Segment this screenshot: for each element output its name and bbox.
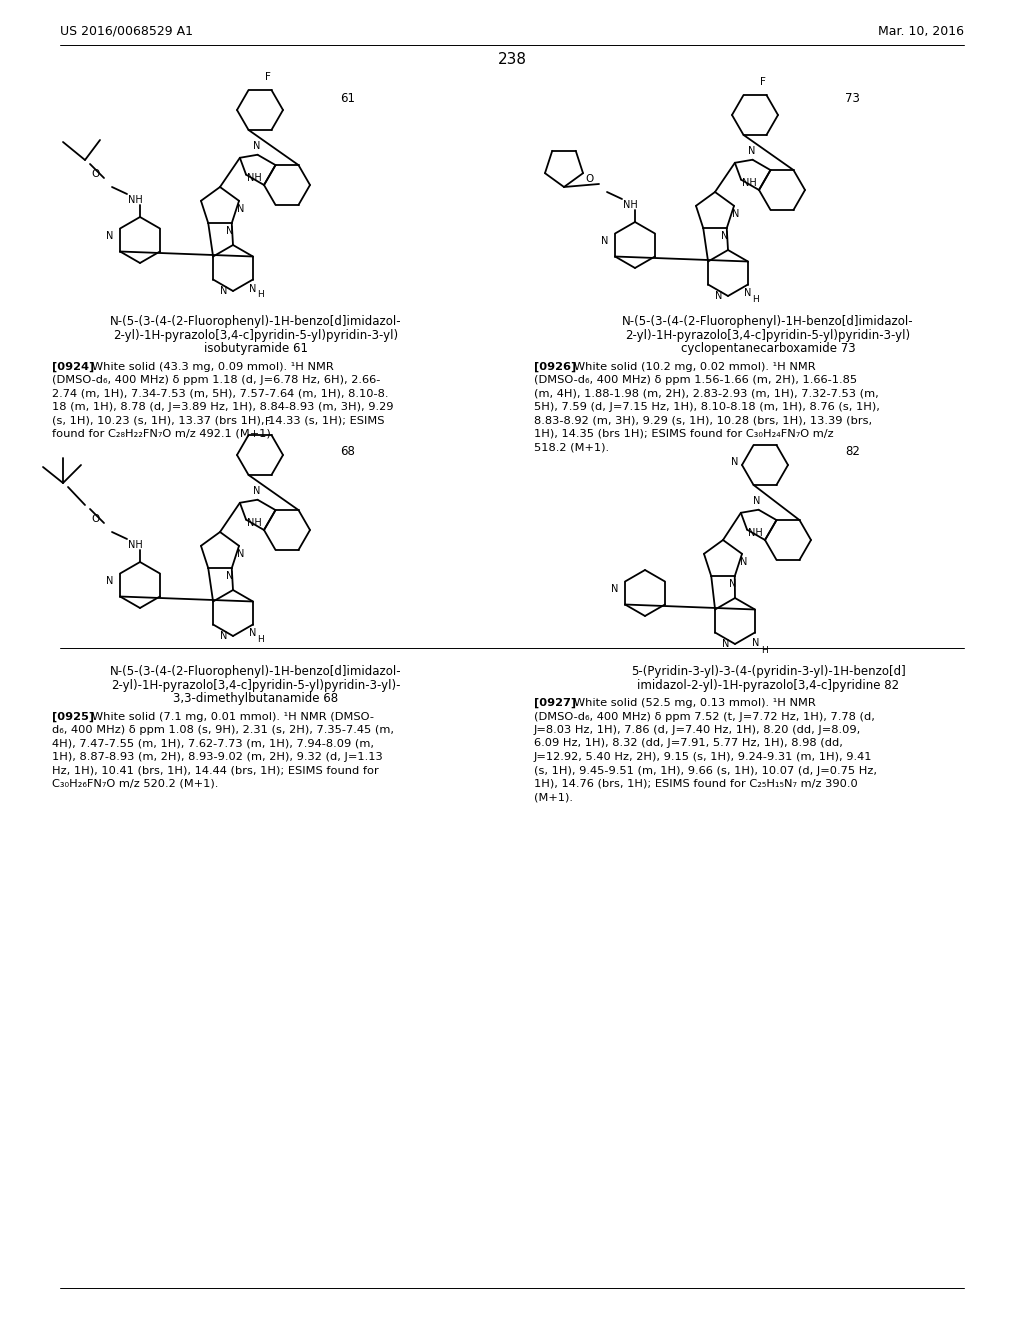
Text: O: O: [586, 174, 594, 183]
Text: N: N: [249, 284, 257, 293]
Text: N: N: [226, 572, 233, 581]
Text: d₆, 400 MHz) δ ppm 1.08 (s, 9H), 2.31 (s, 2H), 7.35-7.45 (m,: d₆, 400 MHz) δ ppm 1.08 (s, 9H), 2.31 (s…: [52, 725, 394, 735]
Text: 518.2 (M+1).: 518.2 (M+1).: [534, 442, 609, 453]
Text: (DMSO-d₆, 400 MHz) δ ppm 1.18 (d, J=6.78 Hz, 6H), 2.66-: (DMSO-d₆, 400 MHz) δ ppm 1.18 (d, J=6.78…: [52, 375, 380, 385]
Text: N: N: [226, 226, 233, 236]
Text: [0926]: [0926]: [534, 362, 577, 372]
Text: 2.74 (m, 1H), 7.34-7.53 (m, 5H), 7.57-7.64 (m, 1H), 8.10-8.: 2.74 (m, 1H), 7.34-7.53 (m, 5H), 7.57-7.…: [52, 388, 388, 399]
Text: imidazol-2-yl)-1H-pyrazolo[3,4-c]pyridine 82: imidazol-2-yl)-1H-pyrazolo[3,4-c]pyridin…: [637, 678, 899, 692]
Text: [0925]: [0925]: [52, 711, 94, 722]
Text: 18 (m, 1H), 8.78 (d, J=3.89 Hz, 1H), 8.84-8.93 (m, 3H), 9.29: 18 (m, 1H), 8.78 (d, J=3.89 Hz, 1H), 8.8…: [52, 403, 393, 412]
Text: N: N: [748, 145, 756, 156]
Text: White solid (43.3 mg, 0.09 mmol). ¹H NMR: White solid (43.3 mg, 0.09 mmol). ¹H NMR: [81, 362, 334, 371]
Text: (DMSO-d₆, 400 MHz) δ ppm 1.56-1.66 (m, 2H), 1.66-1.85: (DMSO-d₆, 400 MHz) δ ppm 1.56-1.66 (m, 2…: [534, 375, 857, 385]
Text: 4H), 7.47-7.55 (m, 1H), 7.62-7.73 (m, 1H), 7.94-8.09 (m,: 4H), 7.47-7.55 (m, 1H), 7.62-7.73 (m, 1H…: [52, 738, 374, 748]
Text: N: N: [220, 631, 227, 642]
Text: N: N: [220, 286, 227, 296]
Text: 1H), 8.87-8.93 (m, 2H), 8.93-9.02 (m, 2H), 9.32 (d, J=1.13: 1H), 8.87-8.93 (m, 2H), 8.93-9.02 (m, 2H…: [52, 752, 383, 762]
Text: NH: NH: [128, 540, 142, 550]
Text: H: H: [258, 290, 264, 300]
Text: White solid (7.1 mg, 0.01 mmol). ¹H NMR (DMSO-: White solid (7.1 mg, 0.01 mmol). ¹H NMR …: [81, 711, 374, 722]
Text: N: N: [716, 290, 723, 301]
Text: N: N: [106, 576, 114, 586]
Text: cyclopentanecarboxamide 73: cyclopentanecarboxamide 73: [681, 342, 855, 355]
Text: 6.09 Hz, 1H), 8.32 (dd, J=7.91, 5.77 Hz, 1H), 8.98 (dd,: 6.09 Hz, 1H), 8.32 (dd, J=7.91, 5.77 Hz,…: [534, 738, 843, 748]
Text: [0927]: [0927]: [534, 698, 577, 709]
Text: 238: 238: [498, 51, 526, 67]
Text: US 2016/0068529 A1: US 2016/0068529 A1: [60, 25, 193, 38]
Text: N: N: [740, 557, 748, 566]
Text: N: N: [249, 628, 257, 639]
Text: N: N: [729, 579, 736, 589]
Text: 82: 82: [845, 445, 860, 458]
Text: 8.83-8.92 (m, 3H), 9.29 (s, 1H), 10.28 (brs, 1H), 13.39 (brs,: 8.83-8.92 (m, 3H), 9.29 (s, 1H), 10.28 (…: [534, 416, 872, 425]
Text: 68: 68: [340, 445, 355, 458]
Text: Mar. 10, 2016: Mar. 10, 2016: [878, 25, 964, 38]
Text: N: N: [731, 457, 738, 467]
Text: 73: 73: [845, 92, 860, 106]
Text: (s, 1H), 10.23 (s, 1H), 13.37 (brs 1H), 14.33 (s, 1H); ESIMS: (s, 1H), 10.23 (s, 1H), 13.37 (brs 1H), …: [52, 416, 384, 425]
Text: (s, 1H), 9.45-9.51 (m, 1H), 9.66 (s, 1H), 10.07 (d, J=0.75 Hz,: (s, 1H), 9.45-9.51 (m, 1H), 9.66 (s, 1H)…: [534, 766, 877, 776]
Text: N-(5-(3-(4-(2-Fluorophenyl)-1H-benzo[d]imidazol-: N-(5-(3-(4-(2-Fluorophenyl)-1H-benzo[d]i…: [111, 665, 401, 678]
Text: [0924]: [0924]: [52, 362, 94, 372]
Text: J=12.92, 5.40 Hz, 2H), 9.15 (s, 1H), 9.24-9.31 (m, 1H), 9.41: J=12.92, 5.40 Hz, 2H), 9.15 (s, 1H), 9.2…: [534, 752, 872, 762]
Text: 1H), 14.76 (brs, 1H); ESIMS found for C₂₅H₁₅N₇ m/z 390.0: 1H), 14.76 (brs, 1H); ESIMS found for C₂…: [534, 779, 858, 789]
Text: N-(5-(3-(4-(2-Fluorophenyl)-1H-benzo[d]imidazol-: N-(5-(3-(4-(2-Fluorophenyl)-1H-benzo[d]i…: [111, 315, 401, 327]
Text: NH: NH: [741, 178, 757, 187]
Text: N: N: [238, 203, 245, 214]
Text: O: O: [91, 513, 99, 524]
Text: NH: NH: [623, 201, 637, 210]
Text: N: N: [722, 639, 730, 649]
Text: J=8.03 Hz, 1H), 7.86 (d, J=7.40 Hz, 1H), 8.20 (dd, J=8.09,: J=8.03 Hz, 1H), 7.86 (d, J=7.40 Hz, 1H),…: [534, 725, 861, 735]
Text: N: N: [106, 231, 114, 242]
Text: NH: NH: [247, 173, 261, 182]
Text: isobutyramide 61: isobutyramide 61: [204, 342, 308, 355]
Text: N: N: [732, 209, 739, 219]
Text: C₃₀H₂₆FN₇O m/z 520.2 (M+1).: C₃₀H₂₆FN₇O m/z 520.2 (M+1).: [52, 779, 218, 789]
Text: Hz, 1H), 10.41 (brs, 1H), 14.44 (brs, 1H); ESIMS found for: Hz, 1H), 10.41 (brs, 1H), 14.44 (brs, 1H…: [52, 766, 379, 776]
Text: O: O: [91, 169, 99, 180]
Text: 2-yl)-1H-pyrazolo[3,4-c]pyridin-5-yl)pyridin-3-yl): 2-yl)-1H-pyrazolo[3,4-c]pyridin-5-yl)pyr…: [626, 329, 910, 342]
Text: 1H), 14.35 (brs 1H); ESIMS found for C₃₀H₂₄FN₇O m/z: 1H), 14.35 (brs 1H); ESIMS found for C₃₀…: [534, 429, 834, 440]
Text: F: F: [265, 417, 271, 426]
Text: N: N: [721, 231, 728, 242]
Text: NH: NH: [247, 517, 261, 528]
Text: 5-(Pyridin-3-yl)-3-(4-(pyridin-3-yl)-1H-benzo[d]: 5-(Pyridin-3-yl)-3-(4-(pyridin-3-yl)-1H-…: [631, 665, 905, 678]
Text: NH: NH: [128, 195, 142, 205]
Text: 2-yl)-1H-pyrazolo[3,4-c]pyridin-5-yl)pyridin-3-yl)-: 2-yl)-1H-pyrazolo[3,4-c]pyridin-5-yl)pyr…: [112, 678, 400, 692]
Text: N: N: [753, 496, 760, 506]
Text: (m, 4H), 1.88-1.98 (m, 2H), 2.83-2.93 (m, 1H), 7.32-7.53 (m,: (m, 4H), 1.88-1.98 (m, 2H), 2.83-2.93 (m…: [534, 388, 879, 399]
Text: (DMSO-d₆, 400 MHz) δ ppm 7.52 (t, J=7.72 Hz, 1H), 7.78 (d,: (DMSO-d₆, 400 MHz) δ ppm 7.52 (t, J=7.72…: [534, 711, 874, 722]
Text: NH: NH: [748, 528, 763, 537]
Text: F: F: [265, 73, 271, 82]
Text: N: N: [601, 236, 608, 246]
Text: 5H), 7.59 (d, J=7.15 Hz, 1H), 8.10-8.18 (m, 1H), 8.76 (s, 1H),: 5H), 7.59 (d, J=7.15 Hz, 1H), 8.10-8.18 …: [534, 403, 880, 412]
Text: N: N: [253, 141, 260, 150]
Text: N: N: [744, 289, 752, 298]
Text: N: N: [238, 549, 245, 558]
Text: N-(5-(3-(4-(2-Fluorophenyl)-1H-benzo[d]imidazol-: N-(5-(3-(4-(2-Fluorophenyl)-1H-benzo[d]i…: [623, 315, 913, 327]
Text: H: H: [762, 645, 768, 655]
Text: (M+1).: (M+1).: [534, 792, 573, 803]
Text: N: N: [753, 638, 760, 648]
Text: N: N: [253, 486, 260, 496]
Text: White solid (10.2 mg, 0.02 mmol). ¹H NMR: White solid (10.2 mg, 0.02 mmol). ¹H NMR: [563, 362, 816, 371]
Text: H: H: [753, 294, 759, 304]
Text: N: N: [611, 583, 618, 594]
Text: White solid (52.5 mg, 0.13 mmol). ¹H NMR: White solid (52.5 mg, 0.13 mmol). ¹H NMR: [563, 698, 816, 708]
Text: 3,3-dimethylbutanamide 68: 3,3-dimethylbutanamide 68: [173, 692, 339, 705]
Text: H: H: [258, 635, 264, 644]
Text: 61: 61: [340, 92, 355, 106]
Text: found for C₂₈H₂₂FN₇O m/z 492.1 (M+1).: found for C₂₈H₂₂FN₇O m/z 492.1 (M+1).: [52, 429, 274, 440]
Text: F: F: [760, 77, 766, 87]
Text: 2-yl)-1H-pyrazolo[3,4-c]pyridin-5-yl)pyridin-3-yl): 2-yl)-1H-pyrazolo[3,4-c]pyridin-5-yl)pyr…: [114, 329, 398, 342]
